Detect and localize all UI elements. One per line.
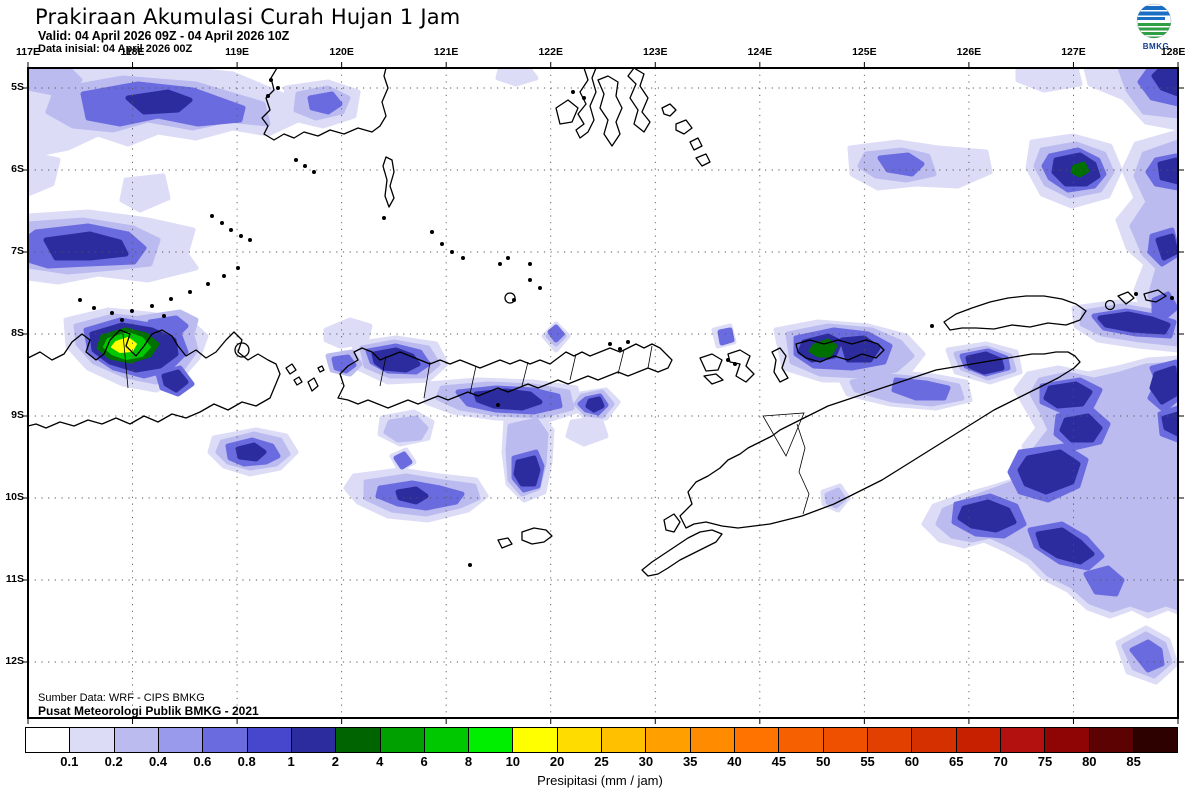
colorbar-segment bbox=[867, 728, 913, 752]
colorbar-value: 45 bbox=[771, 754, 787, 769]
colorbar-segment bbox=[956, 728, 1001, 752]
lon-tick-label: 117E bbox=[16, 46, 40, 58]
colorbar-segment bbox=[158, 728, 204, 752]
colorbar-segment bbox=[557, 728, 603, 752]
lat-tick-label: 9S bbox=[11, 409, 24, 421]
colorbar-value: 40 bbox=[727, 754, 742, 769]
lat-tick-label: 6S bbox=[11, 163, 24, 175]
coastlines bbox=[28, 68, 1167, 577]
colorbar-segment bbox=[1000, 728, 1046, 752]
lon-tick-label: 125E bbox=[852, 46, 877, 58]
colorbar-value: 0.6 bbox=[193, 754, 212, 769]
colorbar-value: 1 bbox=[287, 754, 295, 769]
map-canvas bbox=[22, 62, 1184, 724]
colorbar-segment bbox=[26, 728, 71, 752]
colorbar-segment bbox=[1133, 728, 1178, 752]
colorbar-segment bbox=[513, 728, 558, 752]
colorbar-segment bbox=[690, 728, 735, 752]
lon-tick-label: 121E bbox=[433, 46, 459, 58]
precipitation-overlay bbox=[28, 68, 1178, 685]
colorbar-segment bbox=[912, 728, 957, 752]
colorbar-caption: Presipitasi (mm / jam) bbox=[537, 773, 663, 788]
colorbar-segment bbox=[779, 728, 824, 752]
colorbar-segment bbox=[114, 728, 159, 752]
admin-borders bbox=[122, 333, 810, 515]
colorbar-value: 35 bbox=[682, 754, 698, 769]
colorbar-value: 75 bbox=[1037, 754, 1053, 769]
lon-tick-label: 123E bbox=[643, 46, 668, 58]
colorbar-value: 25 bbox=[594, 754, 609, 769]
publisher-label: Pusat Meteorologi Publik BMKG - 2021 bbox=[38, 704, 259, 718]
colorbar-value: 0.8 bbox=[237, 754, 256, 769]
lat-tick-label: 5S bbox=[11, 81, 24, 93]
colorbar-tick-labels: 0.1 0.2 0.4 0.6 0.8 1 2 4 6 8 10 20 25 30 35 40 45 50 55 60… bbox=[25, 754, 1178, 770]
lon-tick-label: 127E bbox=[1061, 46, 1086, 58]
colorbar-value: 20 bbox=[549, 754, 565, 769]
colorbar-value: 50 bbox=[815, 754, 831, 769]
map-frame bbox=[27, 67, 1179, 719]
colorbar-segment bbox=[380, 728, 425, 752]
lon-tick-label: 126E bbox=[956, 46, 982, 58]
lon-tick-label: 128E bbox=[1160, 46, 1186, 58]
data-source-label: Sumber Data: WRF - CIPS BMKG bbox=[38, 692, 205, 704]
colorbar-segment bbox=[735, 728, 780, 752]
lon-tick-label: 120E bbox=[329, 46, 354, 58]
colorbar-value: 8 bbox=[464, 754, 473, 769]
lat-tick-label: 7S bbox=[11, 245, 24, 257]
colorbar-segment bbox=[823, 728, 868, 752]
colorbar-segment bbox=[336, 728, 381, 752]
colorbar-segment bbox=[469, 728, 514, 752]
colorbar-value: 30 bbox=[638, 754, 654, 769]
colorbar-segment bbox=[1089, 728, 1134, 752]
colorbar-value: 0.4 bbox=[148, 754, 168, 769]
colorbar-value: 65 bbox=[949, 754, 964, 769]
colorbar-value: 55 bbox=[860, 754, 875, 769]
colorbar-segment bbox=[203, 728, 248, 752]
colorbar-segment bbox=[1045, 728, 1090, 752]
bmkg-logo: BMKG bbox=[1132, 2, 1180, 54]
colorbar-segment bbox=[247, 728, 292, 752]
colorbar-value: 70 bbox=[993, 754, 1008, 769]
lon-tick-label: 118E bbox=[120, 46, 145, 58]
lon-tick-label: 124E bbox=[747, 46, 773, 58]
bmkg-globe-icon bbox=[1136, 3, 1172, 39]
colorbar-value: 80 bbox=[1082, 754, 1097, 769]
colorbar-segment bbox=[646, 728, 691, 752]
colorbar-segment bbox=[70, 728, 115, 752]
lat-tick-label: 12S bbox=[5, 655, 24, 667]
lat-tick-label: 11S bbox=[5, 573, 24, 585]
colorbar-segment bbox=[291, 728, 337, 752]
precipitation-colorbar bbox=[25, 727, 1178, 753]
colorbar-value: 0.2 bbox=[104, 754, 123, 769]
colorbar-value: 60 bbox=[904, 754, 920, 769]
degree-gridlines bbox=[28, 68, 1178, 718]
small-islands bbox=[78, 78, 1174, 567]
lon-tick-label: 119E bbox=[225, 46, 250, 58]
colorbar-value: 0.1 bbox=[60, 754, 79, 769]
colorbar-value: 2 bbox=[331, 754, 340, 769]
lat-tick-label: 10S bbox=[5, 491, 24, 503]
page-title: Prakiraan Akumulasi Curah Hujan 1 Jam bbox=[35, 5, 461, 29]
bmkg-logo-text: BMKG bbox=[1142, 42, 1170, 51]
colorbar-value: 10 bbox=[505, 754, 521, 769]
lat-tick-label: 8S bbox=[11, 327, 24, 339]
colorbar-value: 85 bbox=[1126, 754, 1141, 769]
colorbar-segment bbox=[602, 728, 647, 752]
colorbar-segment bbox=[424, 728, 470, 752]
valid-time-label: Valid: 04 April 2026 09Z - 04 April 2026… bbox=[38, 29, 290, 43]
colorbar-value: 4 bbox=[376, 754, 384, 769]
lon-tick-label: 122E bbox=[538, 46, 563, 58]
colorbar-value: 6 bbox=[420, 754, 428, 769]
init-time-label: Data inisial: 04 April 2026 00Z bbox=[38, 43, 193, 55]
